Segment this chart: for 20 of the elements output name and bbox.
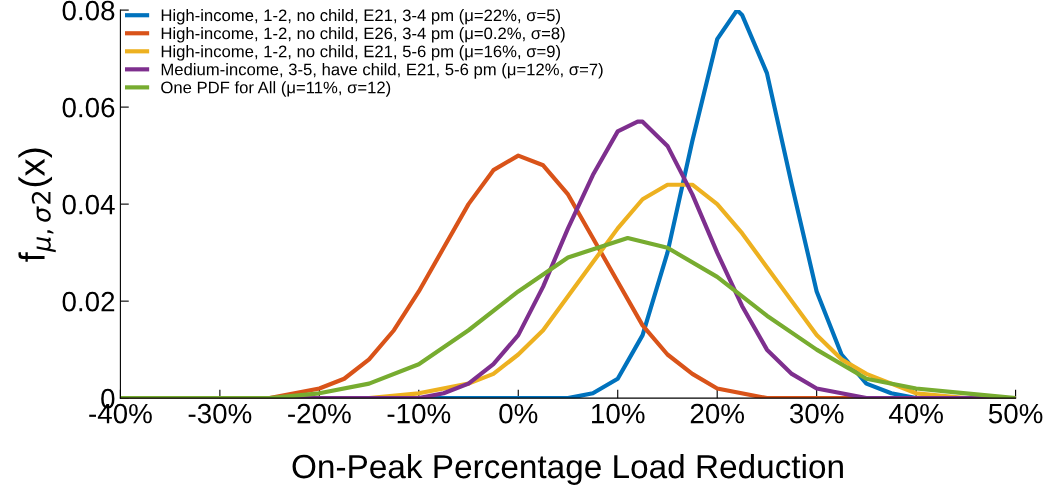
legend-label: Medium-income, 3-5, have child, E21, 5-6 pm (μ=12%, σ=7)	[161, 63, 603, 79]
y-tick-label: 0.06	[62, 97, 115, 118]
legend-label: High-income, 1-2, no child, E26, 3-4 pm (μ=0.2%, σ=8)	[161, 27, 565, 43]
x-tick-label: 50%	[988, 403, 1043, 424]
x-tick-label: -20%	[288, 403, 351, 424]
x-tick-label: 10%	[592, 403, 645, 424]
x-tick-label: 20%	[690, 403, 745, 424]
y-axis-title: f$_{μ,σ2}$(x)	[18, 148, 56, 262]
y-tick-label: 0.02	[62, 291, 115, 312]
x-tick-label: -30%	[188, 403, 252, 424]
x-tick-label: 0%	[499, 403, 538, 424]
x-tick-label: 40%	[888, 403, 943, 424]
y-tick-label: 0.04	[62, 194, 115, 215]
legend-label: One PDF for All (μ=11%, σ=12)	[161, 81, 391, 97]
y-tick-label: 0.08	[62, 0, 115, 21]
x-axis-title: On-Peak Percentage Load Reduction	[292, 453, 843, 485]
x-tick-label: 30%	[789, 403, 844, 424]
legend-label: High-income, 1-2, no child, E21, 5-6 pm (μ=16%, σ=9)	[161, 45, 561, 61]
x-tick-label: -10%	[387, 403, 451, 424]
legend-label: High-income, 1-2, no child, E21, 3-4 pm (μ=22%, σ=5)	[161, 8, 561, 25]
